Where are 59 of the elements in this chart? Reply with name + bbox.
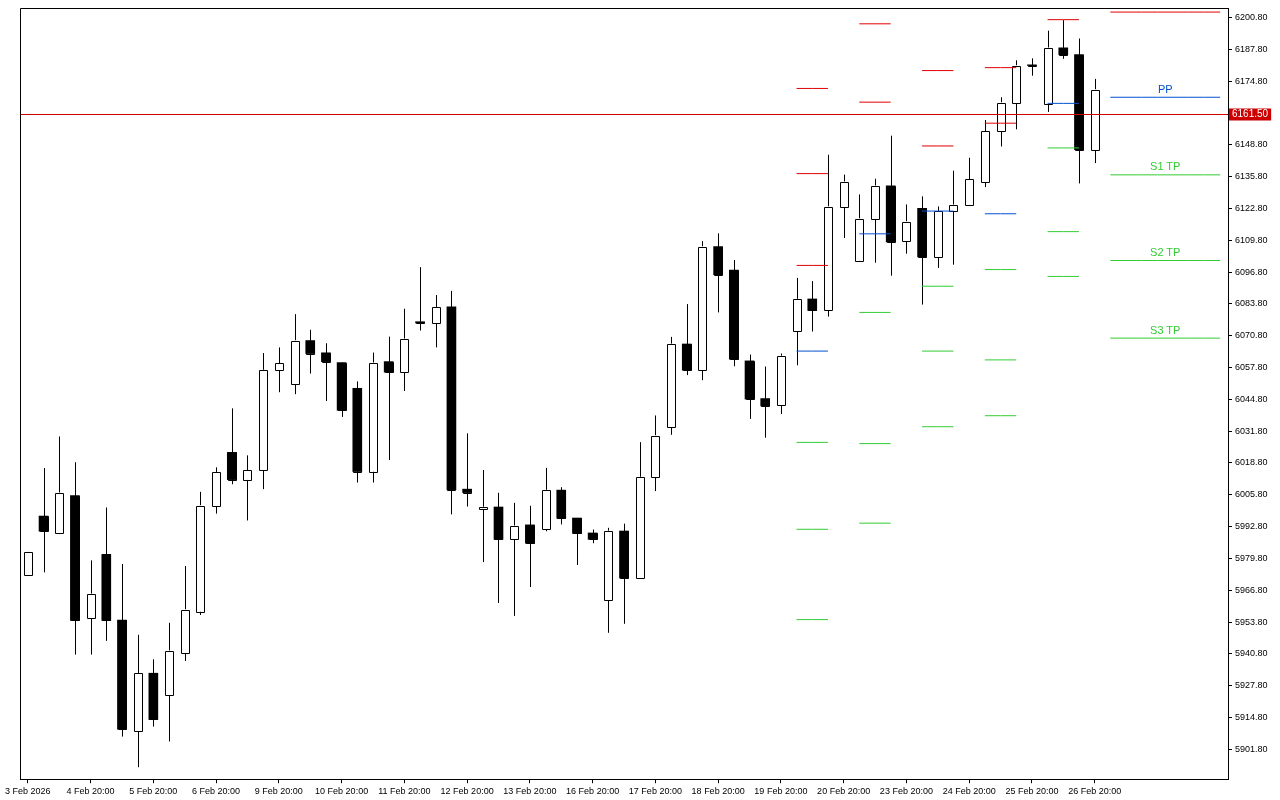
- candlestick: [430, 294, 441, 348]
- annotation: S2 TP: [1150, 246, 1181, 259]
- y-tick-label: 6135.80: [1235, 171, 1268, 182]
- annotation: S3 TP: [1150, 323, 1181, 336]
- y-tick-label: 6148.80: [1235, 139, 1268, 150]
- x-tick-label: 26 Feb 20:00: [1068, 786, 1122, 797]
- x-tick-label: 6 Feb 20:00: [192, 786, 241, 797]
- candlestick: [807, 280, 818, 332]
- x-tick-label: 11 Feb 20:00: [378, 786, 431, 797]
- candlestick: [509, 502, 520, 617]
- x-tick-label: 25 Feb 20:00: [1005, 786, 1059, 797]
- x-tick-label: 18 Feb 20:00: [691, 786, 745, 797]
- y-tick-label: 5901.80: [1235, 743, 1268, 754]
- candlestick: [274, 346, 284, 393]
- y-tick-label: 6174.80: [1235, 75, 1268, 86]
- y-tick-label: 5966.80: [1235, 584, 1268, 595]
- annotation: S1 TP: [1150, 160, 1181, 173]
- ref-line-label: 6161.50: [1232, 108, 1269, 120]
- y-tick-label: 6200.80: [1235, 11, 1268, 22]
- y-tick-label: 6031.80: [1235, 425, 1268, 436]
- x-tick-label: 10 Feb 20:00: [315, 786, 369, 797]
- candlestick: [948, 170, 959, 266]
- candlestick: [760, 366, 771, 439]
- x-tick-label: 23 Feb 20:00: [879, 786, 933, 797]
- candlestick: [901, 203, 912, 255]
- y-tick-label: 5940.80: [1235, 648, 1268, 659]
- y-tick-label: 6187.80: [1235, 43, 1268, 54]
- x-tick-label: 3 Feb 2026: [5, 786, 51, 797]
- candlestick: [525, 505, 535, 588]
- y-tick-label: 5914.80: [1235, 712, 1268, 722]
- y-tick-label: 6057.80: [1235, 361, 1268, 372]
- y-tick-label: 6070.80: [1235, 330, 1268, 341]
- candlestick: [572, 517, 582, 566]
- candlestick: [477, 469, 488, 563]
- x-tick-label: 19 Feb 20:00: [754, 786, 808, 797]
- candlestick: [383, 336, 394, 461]
- annotation: PP: [1157, 82, 1173, 95]
- y-tick-label: 5979.80: [1235, 552, 1268, 563]
- y-tick-label: 6005.80: [1235, 489, 1268, 500]
- y-tick-label: 6122.80: [1235, 202, 1268, 213]
- y-tick-label: 5953.80: [1235, 616, 1268, 627]
- x-tick-label: 4 Feb 20:00: [66, 786, 115, 797]
- y-tick-label: 6109.80: [1235, 234, 1268, 245]
- y-tick-label: 6044.80: [1235, 393, 1268, 404]
- y-tick-label: 5992.80: [1235, 521, 1268, 532]
- x-tick-label: 17 Feb 20:00: [628, 786, 682, 797]
- x-tick-label: 9 Feb 20:00: [254, 786, 303, 797]
- x-tick-label: 24 Feb 20:00: [942, 786, 996, 797]
- x-tick-label: 16 Feb 20:00: [566, 786, 620, 797]
- candlestick: [415, 266, 425, 332]
- x-tick-label: 12 Feb 20:00: [440, 786, 494, 797]
- y-tick-label: 6083.80: [1235, 298, 1268, 309]
- x-tick-label: 13 Feb 20:00: [503, 786, 557, 797]
- x-tick-label: 20 Feb 20:00: [817, 786, 871, 797]
- y-tick-label: 6096.80: [1235, 266, 1268, 277]
- x-tick-label: 5 Feb 20:00: [129, 786, 178, 797]
- y-tick-label: 5927.80: [1235, 680, 1268, 691]
- candlestick: [38, 467, 49, 573]
- y-tick-label: 6018.80: [1235, 457, 1268, 468]
